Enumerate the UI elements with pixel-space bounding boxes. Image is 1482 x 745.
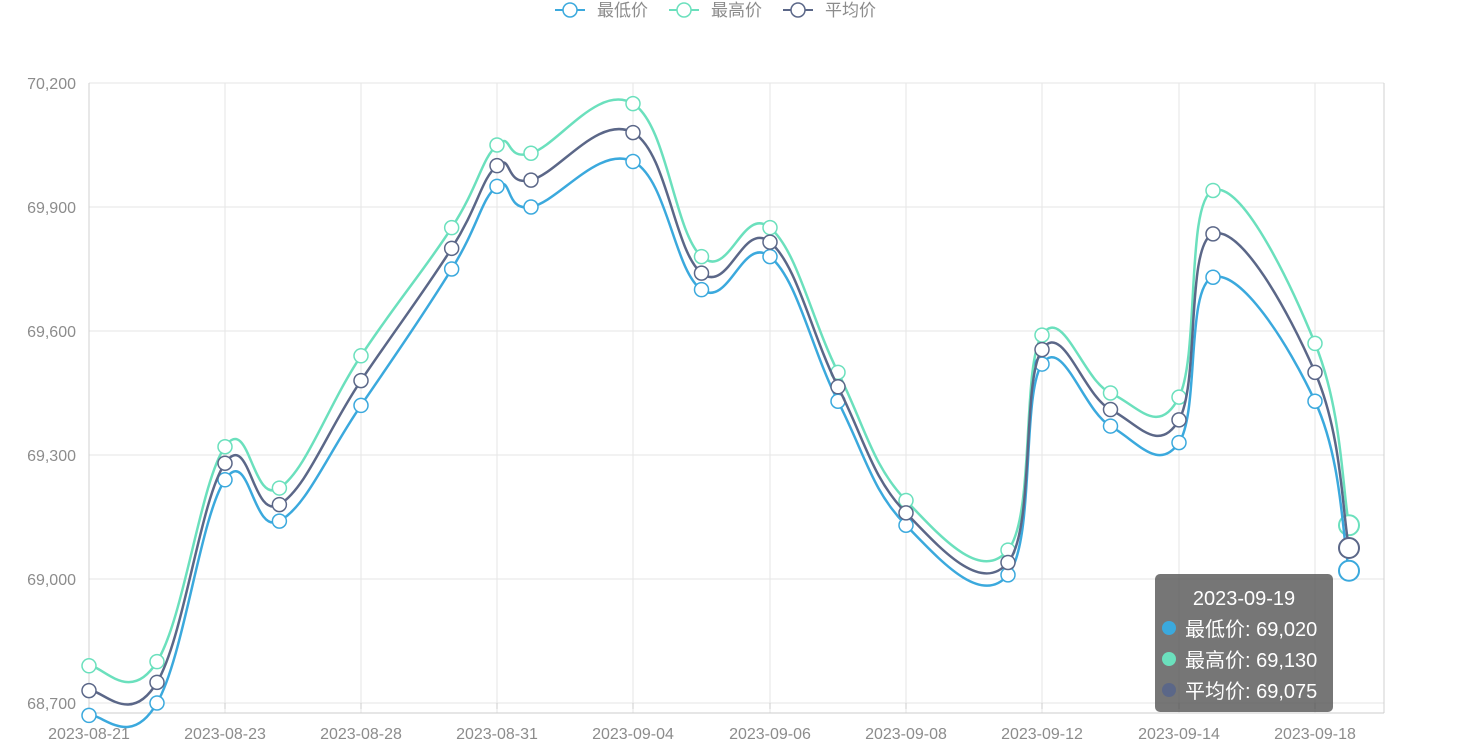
x-tick-label: 2023-09-18 (1274, 726, 1356, 740)
x-tick-label: 2023-09-06 (729, 726, 811, 740)
y-tick-label: 69,900 (27, 200, 76, 217)
data-point (625, 95, 641, 112)
data-point (149, 653, 165, 670)
data-point (1171, 434, 1187, 451)
data-point (81, 682, 97, 699)
legend-label: 最低价 (597, 1, 648, 20)
legend-marker (562, 2, 578, 18)
data-point (1307, 335, 1323, 352)
data-point (1205, 182, 1221, 199)
data-point (1102, 401, 1119, 418)
tooltip-row-avg: 平均价: 69,075 (1155, 674, 1333, 705)
data-point (1205, 269, 1221, 286)
y-tick-label: 69,600 (27, 324, 76, 341)
tooltip-row-low: 最低价: 69,020 (1155, 612, 1333, 643)
y-tick-label: 70,200 (27, 76, 76, 93)
data-point (1338, 537, 1360, 559)
data-point (1171, 389, 1187, 405)
legend-label: 平均价 (825, 1, 876, 20)
tooltip-row-high: 最高价: 69,130 (1155, 643, 1333, 674)
x-tick-label: 2023-08-23 (184, 726, 266, 740)
data-point (271, 513, 288, 529)
data-point (489, 137, 505, 153)
data-point (762, 234, 778, 250)
data-point (217, 455, 233, 472)
tooltip-date: 2023-09-19 (1192, 588, 1296, 610)
data-point (217, 438, 233, 455)
x-tick-label: 2023-08-28 (320, 726, 402, 740)
data-point (271, 480, 288, 496)
data-point (149, 674, 165, 691)
y-tick-label: 68,700 (27, 696, 76, 713)
data-point (353, 348, 369, 364)
legend-marker (790, 2, 806, 18)
data-point (1102, 418, 1119, 434)
data-point (523, 199, 539, 215)
x-tick-label: 2023-09-08 (865, 726, 947, 740)
data-point (271, 496, 288, 513)
data-point (489, 157, 505, 174)
data-point (693, 265, 710, 281)
x-tick-label: 2023-08-31 (456, 726, 538, 740)
x-tick-label: 2023-09-04 (592, 726, 674, 740)
data-point (523, 145, 539, 162)
data-point (625, 124, 641, 141)
legend-label: 最高价 (711, 1, 762, 20)
tooltip-marker-high (1162, 651, 1176, 666)
data-point (523, 172, 539, 188)
data-point (443, 240, 460, 257)
data-point (1034, 341, 1050, 358)
data-point (762, 219, 778, 236)
x-tick-label: 2023-09-14 (1138, 726, 1220, 740)
data-point (898, 505, 914, 521)
data-point (353, 372, 369, 389)
tooltip-text-high: 最高价: 69,130 (1185, 650, 1318, 672)
data-point (1102, 385, 1119, 401)
data-point (443, 261, 460, 277)
y-tick-label: 69,300 (27, 448, 76, 465)
data-point (693, 281, 710, 298)
data-point (1171, 412, 1187, 428)
data-point (149, 695, 165, 711)
data-point (1034, 327, 1050, 343)
y-tick-label: 69,000 (27, 572, 76, 589)
data-point (625, 153, 641, 170)
x-tick-label: 2023-08-21 (48, 726, 130, 740)
x-tick-label: 2023-09-12 (1001, 726, 1083, 740)
data-point (830, 379, 846, 395)
data-point (762, 248, 778, 265)
data-point (1205, 226, 1221, 242)
data-point (1307, 393, 1323, 410)
tooltip-text-low: 最低价: 69,020 (1185, 619, 1318, 641)
tooltip-text-avg: 平均价: 69,075 (1185, 681, 1318, 703)
data-point (693, 248, 710, 265)
tooltip-marker-low (1162, 620, 1176, 635)
data-point (81, 658, 97, 674)
data-point (443, 219, 460, 236)
legend-marker (676, 2, 692, 18)
data-point (353, 397, 369, 414)
data-point (1307, 364, 1323, 381)
tooltip-marker-avg (1162, 682, 1176, 697)
data-point (1338, 559, 1360, 582)
data-point (489, 178, 505, 195)
data-point (81, 707, 97, 724)
data-point (1000, 554, 1016, 571)
chart-tooltip: 2023-09-19 最低价: 69,020 最高价: 69,130 平均价: … (1155, 574, 1333, 712)
